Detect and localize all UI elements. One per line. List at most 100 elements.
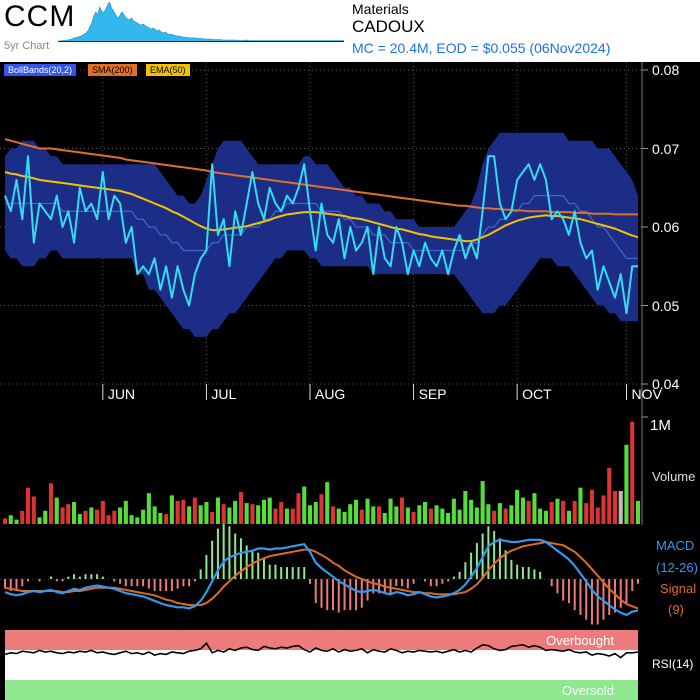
month-tick-label: NOV — [631, 386, 662, 402]
volume-bar — [319, 494, 324, 524]
volume-bar — [578, 487, 583, 524]
legend-bollinger: BollBands(20,2) — [4, 64, 77, 76]
volume-bar — [221, 504, 226, 524]
volume-bar — [37, 517, 42, 524]
volume-bar — [382, 513, 387, 524]
volume-bar — [227, 507, 232, 524]
volume-bar — [405, 507, 410, 524]
volume-bar — [215, 497, 220, 524]
volume-bar — [618, 491, 623, 524]
volume-bar — [72, 502, 77, 524]
y-tick-label: 0.06 — [652, 219, 679, 235]
volume-bar — [106, 515, 111, 524]
volume-bar — [446, 513, 451, 524]
company-name: CADOUX — [352, 17, 425, 36]
volume-bar — [8, 515, 13, 524]
signal-params-label: (9) — [668, 602, 684, 617]
price-indicator-chart: JUN JUL AUG SEP OCT NOV Overbought Oversold 0.… — [0, 62, 700, 700]
volume-bar — [256, 505, 261, 524]
macd-label: MACD — [656, 538, 694, 553]
volume-bar — [589, 489, 594, 524]
price-line — [4, 155, 638, 315]
volume-bar — [267, 497, 272, 524]
month-tick-label: SEP — [419, 386, 447, 402]
volume-bar — [49, 483, 54, 524]
volume-max-label: 1M — [650, 417, 671, 434]
volume-bar — [83, 510, 88, 524]
five-year-area — [58, 1, 344, 42]
volume-panel — [2, 407, 648, 525]
volume-bar — [118, 507, 123, 524]
volume-bar — [152, 506, 157, 524]
volume-bar — [584, 503, 589, 524]
volume-bar — [26, 487, 31, 524]
volume-bar — [290, 508, 295, 524]
month-tick-label: OCT — [522, 386, 552, 402]
volume-bar — [284, 508, 289, 524]
volume-label: Volume — [652, 469, 695, 484]
volume-bar — [492, 510, 497, 524]
volume-bar — [365, 498, 370, 524]
volume-bar — [313, 502, 318, 524]
volume-bar — [354, 499, 359, 524]
volume-bar — [509, 505, 514, 524]
y-tick-label: 0.05 — [652, 298, 679, 314]
volume-bar — [377, 506, 382, 524]
price-panel: JUN JUL AUG SEP OCT NOV — [0, 62, 700, 407]
volume-bar — [635, 500, 640, 524]
y-tick-label: 0.08 — [652, 62, 679, 78]
volume-bar — [296, 493, 301, 524]
volume-bar — [480, 481, 485, 524]
volume-bar — [158, 513, 163, 524]
volume-bar — [595, 507, 600, 524]
volume-bar — [164, 514, 169, 524]
volume-bar — [77, 514, 82, 524]
volume-bar — [434, 505, 439, 524]
sma200-line — [4, 138, 638, 216]
volume-bar — [169, 495, 174, 524]
legend-ema: EMA(50) — [146, 64, 190, 76]
volume-bar — [503, 508, 508, 524]
overbought-label: Overbought — [546, 633, 614, 648]
volume-bar — [348, 504, 353, 524]
volume-bar — [198, 505, 203, 524]
volume-bar — [146, 493, 151, 524]
volume-bar — [135, 517, 140, 524]
volume-bar — [66, 504, 71, 524]
volume-bar — [543, 510, 548, 524]
legend-sma: SMA(200) — [88, 64, 137, 76]
ema50-line — [4, 171, 639, 243]
ticker-symbol: CCM — [4, 0, 76, 33]
volume-bar — [612, 491, 617, 524]
volume-bar — [417, 505, 422, 524]
volume-bar — [175, 500, 180, 524]
sector-label: Materials — [352, 1, 409, 17]
signal-label: Signal — [660, 581, 696, 596]
month-tick-label: JUL — [211, 386, 236, 402]
volume-bar — [302, 486, 307, 524]
volume-bar — [123, 500, 128, 524]
y-tick-label: 0.07 — [652, 141, 679, 157]
rsi-panel: Overbought Oversold — [4, 630, 639, 700]
volume-bar — [261, 499, 266, 524]
volume-bar — [307, 505, 312, 524]
volume-bar — [279, 502, 284, 524]
volume-bar — [95, 509, 100, 524]
volume-bar — [204, 502, 209, 524]
volume-bar — [14, 519, 19, 524]
volume-bar — [572, 500, 577, 524]
oversold-zone — [5, 680, 638, 700]
volume-bar — [469, 499, 474, 524]
macd-line — [4, 538, 639, 617]
volume-bar — [474, 507, 479, 524]
volume-bar — [411, 511, 416, 524]
volume-bar — [250, 504, 255, 524]
rsi-label: RSI(14) — [652, 657, 693, 671]
volume-bar — [325, 482, 330, 524]
bollinger-band-fill — [5, 132, 638, 337]
rsi-line — [4, 641, 639, 659]
volume-bar — [20, 510, 25, 524]
volume-bar — [561, 500, 566, 524]
volume-bar — [440, 508, 445, 524]
volume-bar — [624, 444, 629, 524]
